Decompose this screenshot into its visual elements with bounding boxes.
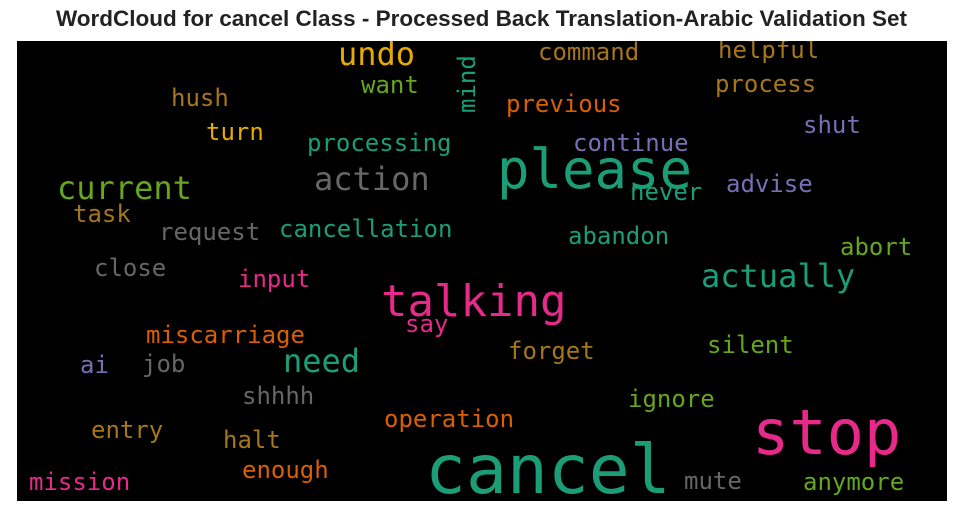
word-actually: actually xyxy=(701,257,855,295)
word-current: current xyxy=(57,169,192,207)
word-mind: mind xyxy=(453,55,481,113)
word-miscarriage: miscarriage xyxy=(146,321,305,349)
chart-title: WordCloud for cancel Class - Processed B… xyxy=(55,6,908,31)
word-shhhh: shhhh xyxy=(242,382,314,410)
word-ignore: ignore xyxy=(628,385,715,413)
word-cancellation: cancellation xyxy=(279,215,452,243)
word-close: close xyxy=(94,254,166,282)
word-stop: stop xyxy=(752,396,901,469)
word-ai: ai xyxy=(80,351,109,379)
word-cancel: cancel xyxy=(425,431,671,501)
wordcloud-background xyxy=(17,41,947,501)
word-undo: undo xyxy=(338,41,415,73)
word-action: action xyxy=(314,160,430,198)
word-abandon: abandon xyxy=(568,222,669,250)
word-anymore: anymore xyxy=(803,468,904,496)
word-mission: mission xyxy=(29,468,130,496)
word-previous: previous xyxy=(506,90,622,118)
word-processing: processing xyxy=(307,129,452,157)
word-enough: enough xyxy=(242,456,329,484)
word-input: input xyxy=(238,265,310,293)
word-turn: turn xyxy=(206,118,264,146)
word-operation: operation xyxy=(384,405,514,433)
word-command: command xyxy=(538,41,639,66)
word-entry: entry xyxy=(91,416,163,444)
word-layer: cancel stop please talking action actually cur… xyxy=(29,41,912,501)
word-say: say xyxy=(405,310,448,338)
word-helpful: helpful xyxy=(718,41,819,64)
word-silent: silent xyxy=(707,331,794,359)
word-please: please xyxy=(497,138,692,201)
word-advise: advise xyxy=(726,170,813,198)
word-halt: halt xyxy=(223,426,281,454)
word-need: need xyxy=(283,342,360,380)
word-abort: abort xyxy=(840,233,912,261)
word-process: process xyxy=(715,70,816,98)
word-forget: forget xyxy=(508,337,595,365)
word-task: task xyxy=(73,200,131,228)
word-job: job xyxy=(142,350,185,378)
wordcloud: cancel stop please talking action actually cur… xyxy=(17,41,947,501)
word-request: request xyxy=(159,218,260,246)
word-hush: hush xyxy=(171,84,229,112)
word-talking: talking xyxy=(381,276,566,327)
word-never: never xyxy=(630,178,702,206)
word-shut: shut xyxy=(803,111,861,139)
word-mute: mute xyxy=(684,467,742,495)
word-want: want xyxy=(361,71,419,99)
word-continue: continue xyxy=(573,129,689,157)
